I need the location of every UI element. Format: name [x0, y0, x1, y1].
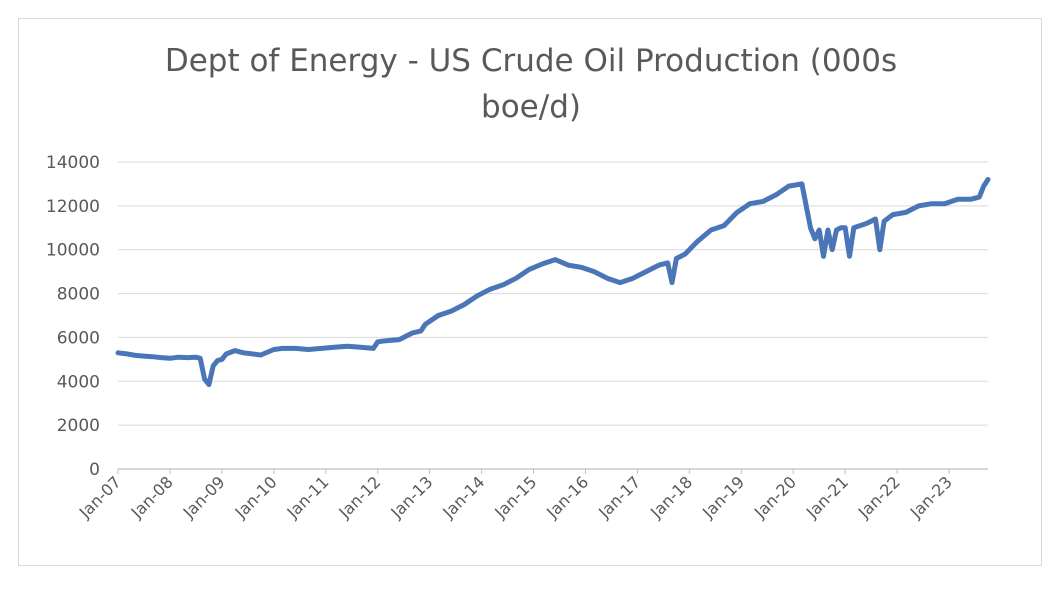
y-tick-label: 8000 [57, 285, 100, 305]
x-tick-label: Jan-20 [750, 472, 800, 522]
x-tick-label: Jan-09 [179, 472, 229, 522]
chart-frame [18, 18, 1042, 566]
y-tick-label: 12000 [46, 197, 100, 217]
x-tick-label: Jan-15 [490, 472, 540, 522]
x-tick-label: Jan-08 [127, 472, 177, 522]
chart-title-line2: boe/d) [481, 89, 581, 125]
x-tick-label: Jan-17 [594, 472, 644, 522]
y-tick-label: 6000 [57, 328, 100, 348]
y-tick-label: 10000 [46, 241, 100, 261]
x-tick-label: Jan-19 [698, 472, 748, 522]
y-tick-label: 0 [89, 460, 100, 480]
chart-title: Dept of Energy - US Crude Oil Production… [0, 38, 1062, 130]
x-tick-label: Jan-13 [386, 472, 436, 522]
x-tick-label: Jan-23 [906, 472, 956, 522]
x-tick-label: Jan-18 [646, 472, 696, 522]
chart-title-line1: Dept of Energy - US Crude Oil Production… [164, 43, 898, 79]
series-line-0 [115, 177, 991, 388]
x-tick-label: Jan-16 [542, 472, 592, 522]
x-tick-label: Jan-22 [854, 472, 904, 522]
x-tick-label: Jan-11 [283, 472, 333, 522]
x-tick-label: Jan-14 [438, 472, 488, 522]
x-tick-label: Jan-21 [802, 472, 852, 522]
y-tick-label: 4000 [57, 372, 100, 392]
y-tick-label: 14000 [46, 153, 100, 173]
y-tick-label: 2000 [57, 416, 100, 436]
x-tick-label: Jan-10 [231, 472, 281, 522]
x-tick-label: Jan-12 [334, 472, 384, 522]
